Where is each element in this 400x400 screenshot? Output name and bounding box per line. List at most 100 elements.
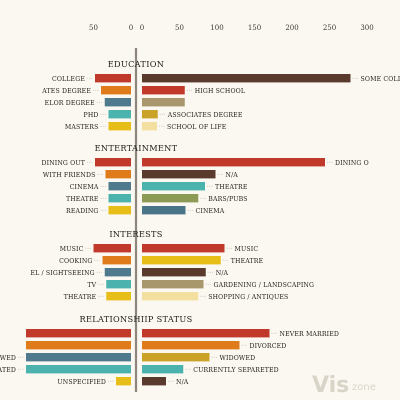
- right-label: CURRENTLY SEPARETED: [193, 367, 279, 374]
- left-bar: [95, 74, 131, 83]
- section-1: ENTERTAINMENT DINING OUT WITH FRIENDS CINEM…: [41, 143, 368, 215]
- left-label: UNSPECIFIED: [57, 379, 106, 386]
- left-label: ELOR DEGREE: [45, 100, 95, 107]
- right-axis-tick: 150: [248, 24, 261, 32]
- right-bar: [142, 74, 351, 83]
- right-label: N/A: [176, 379, 189, 386]
- section-0: EDUCATION COLLEGE ATES DEGREE ELOR DEGREE PH…: [41, 59, 400, 131]
- right-label: THEATRE: [231, 258, 264, 265]
- left-bar: [108, 182, 131, 191]
- left-bar: [26, 329, 131, 338]
- left-bar: [108, 194, 131, 203]
- right-bar: [142, 98, 185, 107]
- right-label: WIDOWED: [220, 355, 256, 362]
- left-label: THEATRE: [66, 196, 99, 203]
- right-bar: [142, 110, 158, 119]
- right-bar: [142, 206, 186, 215]
- left-label: READING: [66, 208, 98, 215]
- axis-top: 50 0 0 50 100 150 200 250 300: [89, 24, 374, 32]
- left-bar: [93, 244, 131, 253]
- right-label: ASSOCIATES DEGREE: [167, 112, 243, 119]
- right-axis-tick: 300: [360, 24, 373, 32]
- left-label: ARATED: [0, 367, 16, 374]
- right-label: CINEMA: [196, 208, 225, 215]
- left-axis-tick: 50: [89, 24, 98, 32]
- right-label: GARDENING / LANDSCAPING: [214, 282, 315, 289]
- right-label: N/A: [226, 172, 239, 179]
- watermark-sub: zone: [352, 382, 376, 393]
- left-bar: [108, 206, 131, 215]
- left-bar: [108, 122, 131, 131]
- right-bar: [142, 244, 225, 253]
- right-label: NEVER MARRIED: [280, 331, 340, 338]
- left-bar: [26, 365, 131, 374]
- right-label: N/A: [216, 270, 229, 277]
- right-bar: [142, 122, 157, 131]
- left-axis-tick: 0: [129, 24, 133, 32]
- left-label: THEATRE: [64, 294, 97, 301]
- right-bar: [142, 292, 199, 301]
- left-bar: [101, 86, 131, 95]
- left-bar: [106, 280, 131, 289]
- left-bar: [104, 98, 131, 107]
- left-label: MASTERS: [65, 124, 99, 131]
- left-label: TV: [87, 282, 96, 289]
- left-label: PHD: [84, 112, 99, 119]
- left-bar: [26, 353, 131, 362]
- right-bar: [142, 280, 204, 289]
- right-axis-tick: 200: [285, 24, 298, 32]
- left-label: WITH FRIENDS: [43, 172, 96, 179]
- right-bar: [142, 329, 270, 338]
- right-label: DINING O: [335, 160, 369, 167]
- left-bar: [26, 341, 131, 350]
- right-bar: [142, 182, 205, 191]
- right-label: SHOPPING / ANTIQUES: [208, 294, 288, 301]
- left-label: MUSIC: [60, 246, 84, 253]
- left-label: WED: [0, 355, 16, 362]
- section-2: INTERESTS MUSIC COOKING EL / SIGHTSEEING TV T…: [30, 229, 315, 301]
- left-bar: [104, 268, 131, 277]
- right-bar: [142, 353, 210, 362]
- right-bar: [142, 158, 325, 167]
- section-title: ENTERTAINMENT: [95, 143, 178, 153]
- right-bar: [142, 86, 185, 95]
- section-title: EDUCATION: [108, 59, 164, 69]
- left-bar: [116, 377, 131, 386]
- right-axis-tick: 50: [175, 24, 184, 32]
- left-label: ATES DEGREE: [41, 88, 91, 95]
- right-label: SCHOOL OF LIFE: [167, 124, 227, 131]
- right-bar: [142, 170, 216, 179]
- left-bar: [95, 158, 131, 167]
- sections: EDUCATION COLLEGE ATES DEGREE ELOR DEGREE PH…: [0, 59, 400, 386]
- right-bar: [142, 194, 199, 203]
- left-label: CINEMA: [70, 184, 99, 191]
- right-bar: [142, 256, 221, 265]
- right-label: MUSIC: [235, 246, 259, 253]
- left-label: COOKING: [59, 258, 92, 265]
- right-bar: [142, 377, 166, 386]
- left-label: DINING OUT: [41, 160, 85, 167]
- right-label: DIVORCED: [250, 343, 287, 350]
- watermark: Vis zone: [312, 373, 376, 398]
- right-label: SOME COLLEGE: [361, 76, 400, 83]
- left-label: EL / SIGHTSEEING: [30, 270, 94, 277]
- right-label: HIGH SCHOOL: [195, 88, 245, 95]
- right-bar: [142, 365, 184, 374]
- section-title: RELATIONSHIIP STATUS: [80, 314, 193, 324]
- left-bar: [105, 170, 131, 179]
- section-title: INTERESTS: [109, 229, 162, 239]
- left-bar: [106, 292, 131, 301]
- left-label: COLLEGE: [52, 76, 85, 83]
- right-axis-tick: 100: [210, 24, 223, 32]
- right-axis-tick: 0: [140, 24, 144, 32]
- left-bar: [108, 110, 131, 119]
- right-axis-tick: 250: [323, 24, 336, 32]
- right-bar: [142, 268, 206, 277]
- watermark-logo: Vis: [312, 373, 349, 398]
- left-bar: [102, 256, 131, 265]
- section-3: RELATIONSHIIP STATUS WED ARATED UNSPECIFIED…: [0, 314, 339, 386]
- right-label: BARS/PUBS: [208, 196, 247, 203]
- right-label: THEATRE: [215, 184, 248, 191]
- right-bar: [142, 341, 240, 350]
